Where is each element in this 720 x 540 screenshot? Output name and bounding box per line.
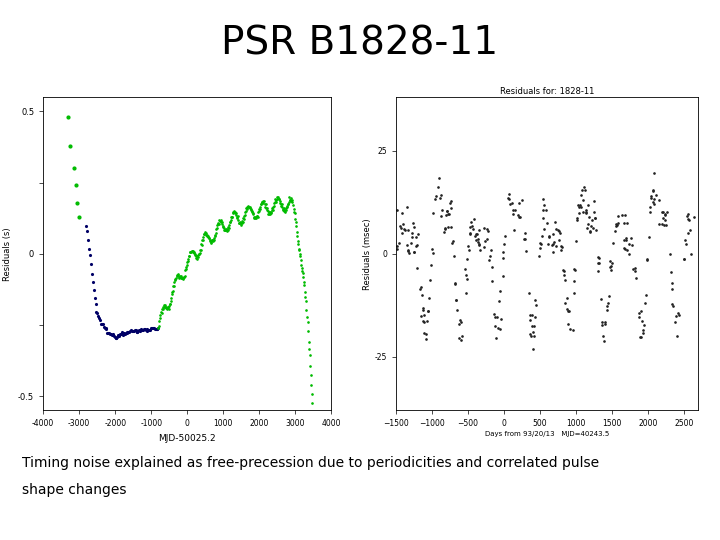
Text: Timing noise explained as free-precession due to periodicities and correlated pu: Timing noise explained as free-precessio… <box>22 456 599 470</box>
Y-axis label: Residuals (msec): Residuals (msec) <box>363 218 372 289</box>
X-axis label: MJD-50025.2: MJD-50025.2 <box>158 434 216 443</box>
Title: Residuals for: 1828-11: Residuals for: 1828-11 <box>500 87 595 97</box>
Text: shape changes: shape changes <box>22 483 126 497</box>
Text: PSR B1828-11: PSR B1828-11 <box>222 24 498 62</box>
Y-axis label: Residuals (s): Residuals (s) <box>4 227 12 281</box>
X-axis label: Days from 93/20/13   MJD=40243.5: Days from 93/20/13 MJD=40243.5 <box>485 431 609 437</box>
